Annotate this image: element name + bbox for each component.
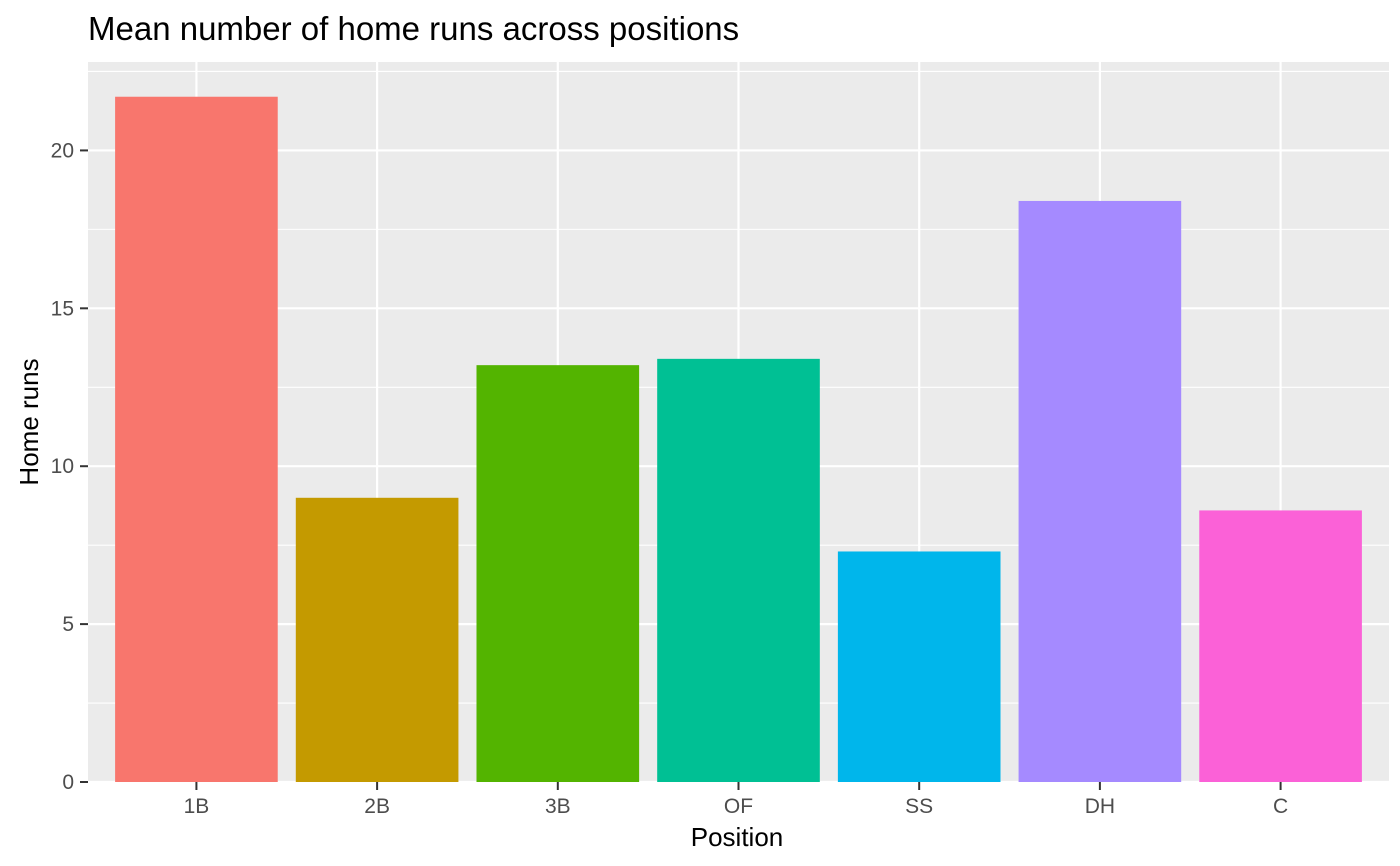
x-axis-title: Position — [691, 822, 784, 852]
bar-dh — [1018, 200, 1182, 782]
x-tick-label: SS — [905, 795, 933, 818]
y-tick-label: 10 — [51, 455, 74, 478]
y-tick-label: 5 — [62, 613, 74, 636]
y-axis-title: Home runs — [14, 358, 44, 485]
bar-1b — [115, 96, 278, 783]
bar-of — [657, 358, 820, 782]
x-tick-label: DH — [1085, 795, 1115, 818]
bar-ss — [837, 551, 1001, 782]
x-tick-label: C — [1273, 795, 1288, 818]
y-tick-label: 15 — [51, 297, 74, 320]
x-axis: 1B 2B 3B OF SS DH C — [184, 782, 1288, 818]
y-tick-label: 20 — [51, 139, 74, 162]
x-tick-label: 1B — [184, 795, 210, 818]
bar-3b — [476, 365, 640, 782]
y-axis: 0 5 10 15 20 — [51, 139, 88, 794]
x-tick-label: 2B — [364, 795, 390, 818]
bar-c — [1199, 510, 1362, 782]
bars — [115, 96, 1362, 783]
x-tick-label: 3B — [545, 795, 571, 818]
y-tick-label: 0 — [62, 771, 74, 794]
bar-2b — [295, 497, 459, 782]
x-tick-label: OF — [724, 795, 753, 818]
chart-title: Mean number of home runs across position… — [88, 10, 739, 47]
